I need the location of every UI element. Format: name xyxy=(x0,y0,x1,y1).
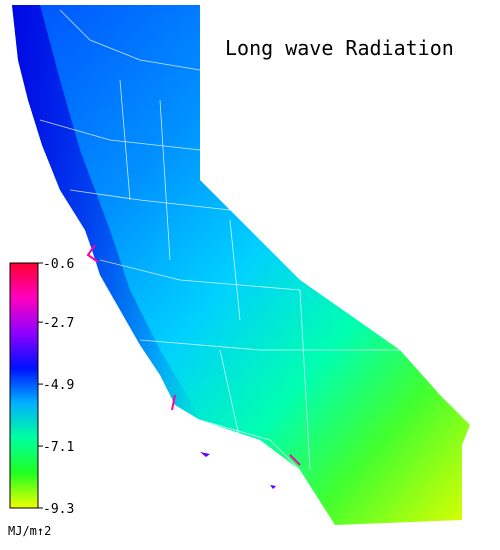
colorbar-tick-label: -4.9 xyxy=(43,378,74,393)
map-title: Long wave Radiation xyxy=(225,36,454,60)
colorbar-tick-label: -7.1 xyxy=(43,440,74,455)
colorbar-tick-label: -9.3 xyxy=(43,502,74,517)
colorbar-unit: MJ/m↑2 xyxy=(8,524,51,538)
colorbar-tick-label: -0.6 xyxy=(43,257,74,272)
colorbar xyxy=(9,262,39,509)
california xyxy=(12,5,470,525)
colorbar-tick-label: -2.7 xyxy=(43,316,74,331)
